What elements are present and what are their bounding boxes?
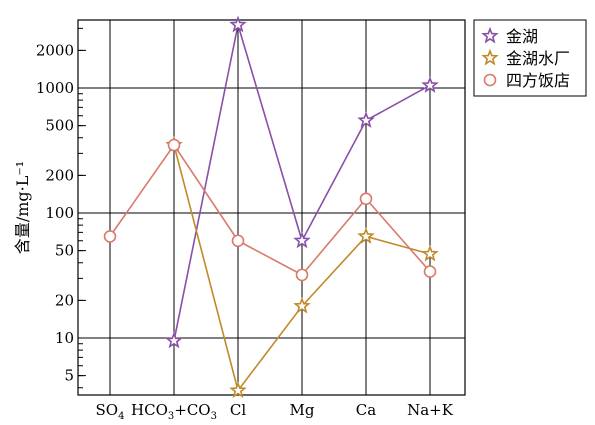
y-tick-label: 100 xyxy=(45,204,74,222)
legend-label: 金湖水厂 xyxy=(506,49,570,68)
x-tick-label: HCO3+CO3 xyxy=(131,401,217,422)
legend-marker xyxy=(483,73,497,87)
y-tick-label: 200 xyxy=(45,166,74,184)
data-point xyxy=(357,227,375,244)
legend-label: 四方饭店 xyxy=(506,71,570,90)
x-tick-label: Mg xyxy=(290,401,315,419)
legend-marker xyxy=(481,48,499,66)
y-tick-label: 500 xyxy=(45,117,74,135)
axes-layer: 5 10 20 50 100 200 500 1000 2000 SO4 HCO3+CO3 Cl Mg C… xyxy=(36,19,466,422)
y-tick-label: 5 xyxy=(64,367,74,385)
series-line xyxy=(109,143,431,276)
series-1 xyxy=(165,15,439,349)
legend-label: 金湖 xyxy=(506,27,538,46)
data-point xyxy=(295,268,309,282)
series-3 xyxy=(103,138,437,282)
y-tick-label: 10 xyxy=(55,329,74,347)
plot-frame xyxy=(77,19,466,396)
data-point xyxy=(165,331,183,349)
data-point xyxy=(293,296,311,314)
data-point xyxy=(229,381,247,398)
y-tick-label: 20 xyxy=(55,291,74,309)
x-tick-label: SO4 xyxy=(96,401,125,422)
data-point xyxy=(103,230,117,243)
data-point xyxy=(359,192,373,206)
x-tick-label: Cl xyxy=(230,401,246,419)
data-point xyxy=(229,15,247,33)
data-point xyxy=(423,265,437,278)
legend-marker xyxy=(481,26,499,44)
data-point xyxy=(421,244,439,262)
y-tick-label: 1000 xyxy=(36,79,74,97)
grid-layer xyxy=(78,20,465,395)
data-point xyxy=(421,76,439,93)
y-tick-label: 2000 xyxy=(36,41,74,59)
x-tick-label: Na+K xyxy=(407,401,454,419)
x-tick-label: Ca xyxy=(356,401,376,419)
data-point xyxy=(293,231,311,249)
data-point xyxy=(231,234,245,248)
y-axis-label: 含量/mg·L⁻¹ xyxy=(13,161,32,254)
y-tick-label: 50 xyxy=(55,242,74,260)
data-point xyxy=(167,138,181,152)
data-point xyxy=(357,111,375,128)
series-layer xyxy=(103,15,439,398)
